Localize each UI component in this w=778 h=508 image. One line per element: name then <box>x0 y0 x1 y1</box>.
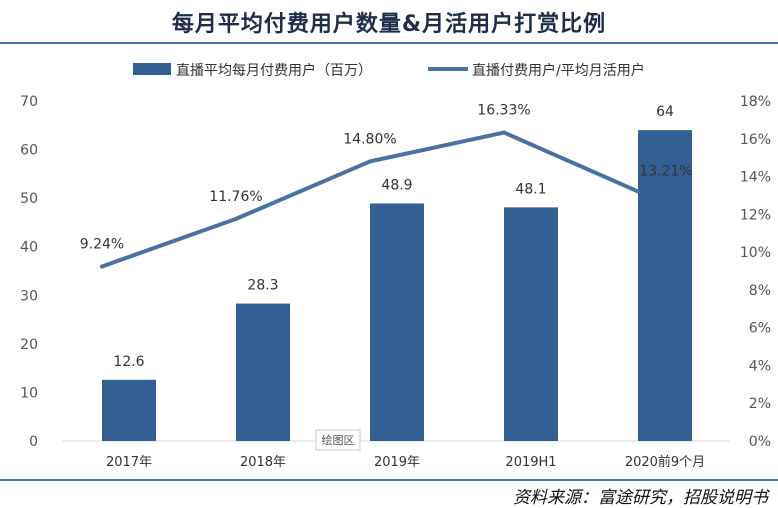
line-value-label: 16.33% <box>477 103 530 119</box>
line-value-label: 9.24% <box>80 236 124 252</box>
plot-area-tag-text: 绘图区 <box>322 433 355 447</box>
left-axis-tick: 20 <box>20 337 38 353</box>
line-data-labels: 9.24% 11.76% 14.80% 16.33% 13.21% <box>80 103 693 253</box>
right-axis-tick: 10% <box>740 245 771 261</box>
bar-data-labels: 12.6 28.3 48.9 48.1 64 <box>113 104 674 370</box>
x-axis-category: 2019H1 <box>505 455 556 470</box>
line-point <box>368 159 372 164</box>
line-value-label: 13.21% <box>639 163 692 179</box>
line-series <box>100 130 640 269</box>
line-value-label: 14.80% <box>343 131 396 147</box>
left-axis-tick: 70 <box>20 94 38 110</box>
right-axis-tick: 8% <box>749 283 771 299</box>
source-note: 资料来源：富途研究，招股说明书 <box>513 488 768 508</box>
source-divider <box>0 479 778 481</box>
legend: 直播平均每月付费用户（百万） 直播付费用户/平均月活用户 <box>133 62 645 79</box>
right-axis-tick: 6% <box>749 321 771 337</box>
x-axis-category: 2018年 <box>240 455 286 470</box>
bar-value-label: 12.6 <box>113 354 144 370</box>
x-axis-category: 2019年 <box>374 455 420 470</box>
right-axis-tick: 2% <box>749 396 771 412</box>
line-value-label: 11.76% <box>209 189 262 205</box>
left-axis-tick: 60 <box>20 143 38 159</box>
right-axis-tick: 4% <box>749 358 771 374</box>
chart: 直播平均每月付费用户（百万） 直播付费用户/平均月活用户 0 10 20 30 40 50… <box>20 62 771 470</box>
chart-title: 每月平均付费用户数量&月活用户打赏比例 <box>171 12 607 37</box>
left-axis-tick: 0 <box>29 434 38 450</box>
plot-area-tag: 绘图区 <box>315 429 361 451</box>
left-axis-tick: 10 <box>20 385 38 401</box>
bar-value-label: 28.3 <box>247 278 278 294</box>
legend-line-label: 直播付费用户/平均月活用户 <box>472 62 645 79</box>
bar <box>638 130 692 441</box>
right-axis-tick: 18% <box>740 94 771 110</box>
bar <box>102 379 156 441</box>
bar <box>370 203 424 441</box>
legend-bar-label: 直播平均每月付费用户（百万） <box>176 62 372 79</box>
right-axis-tick: 0% <box>749 434 771 450</box>
bar <box>236 303 290 441</box>
legend-bar-swatch <box>133 63 171 75</box>
title-divider <box>0 42 778 44</box>
right-axis-tick: 12% <box>740 207 771 223</box>
x-axis-category: 2017年 <box>106 455 152 470</box>
bar-value-label: 48.9 <box>381 177 412 193</box>
bar-value-label: 48.1 <box>515 181 546 197</box>
left-axis: 0 10 20 30 40 50 60 70 <box>20 94 38 450</box>
line-point <box>636 189 640 194</box>
right-axis-tick: 14% <box>740 170 771 186</box>
left-axis-tick: 30 <box>20 288 38 304</box>
left-axis-tick: 40 <box>20 240 38 256</box>
bar <box>504 207 558 441</box>
bar-value-label: 64 <box>656 104 674 120</box>
line-point <box>100 264 104 269</box>
x-axis-category: 2020前9个月 <box>625 454 705 470</box>
line-point <box>502 130 506 135</box>
bar-series <box>102 130 692 441</box>
line-point <box>234 216 238 221</box>
right-axis-tick: 16% <box>740 132 771 148</box>
right-axis: 0% 2% 4% 6% 8% 10% 12% 14% 16% 18% <box>740 94 771 450</box>
left-axis-tick: 50 <box>20 191 38 207</box>
x-axis-categories: 2017年 2018年 2019年 2019H1 2020前9个月 <box>106 454 705 470</box>
